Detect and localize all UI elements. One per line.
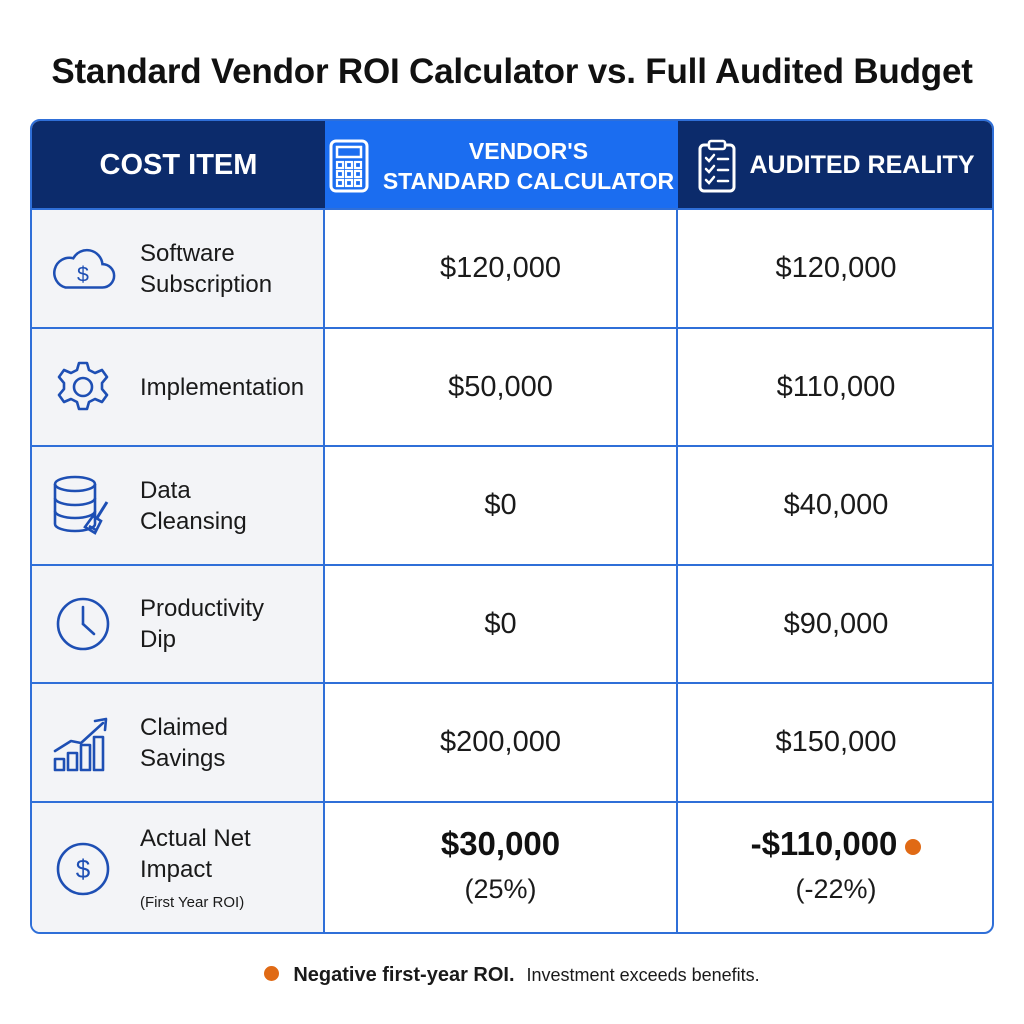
- audited-value: $110,000: [776, 370, 896, 403]
- table-row: Implementation $50,000 $110,000: [32, 327, 992, 445]
- negative-marker-dot: [905, 839, 922, 856]
- vendor-value: $0: [484, 607, 517, 640]
- table-row: $ Software Subscription $120,000 $120,00…: [32, 208, 992, 327]
- label-line1: Data: [140, 476, 191, 504]
- label-line1: Claimed: [140, 713, 229, 741]
- audited-value: $90,000: [783, 607, 889, 640]
- cost-item-cell: Implementation: [32, 329, 325, 445]
- cost-item-label: Implementation: [140, 372, 304, 403]
- comparison-table: COST ITEM VENDOR'S STANDARD CALCULATOR: [30, 119, 994, 934]
- audited-net-impact: -$110,000 (-22%): [751, 825, 922, 913]
- label-line1: Productivity: [140, 595, 265, 622]
- dollar-circle-icon: $: [48, 840, 118, 898]
- cost-item-cell: Productivity Dip: [32, 566, 325, 682]
- label-line2: Impact: [140, 855, 213, 883]
- cloud-dollar-icon: $: [48, 242, 118, 296]
- table-row: Productivity Dip $0 $90,000: [32, 564, 992, 682]
- audited-value-cell: $150,000: [678, 684, 992, 801]
- header-cost-item: COST ITEM: [32, 121, 325, 210]
- clock-icon: [48, 595, 118, 653]
- negative-marker-dot: [264, 966, 280, 982]
- audited-value: $150,000: [775, 726, 897, 758]
- footnote-bold: Negative first-year ROI.: [293, 964, 515, 986]
- vendor-value: $0: [484, 489, 517, 521]
- vendor-value-cell: $0: [325, 566, 678, 682]
- table-row: Data Cleansing $0 $40,000: [32, 445, 992, 564]
- clipboard-checklist-icon: [698, 139, 736, 193]
- svg-text:$: $: [77, 262, 89, 286]
- chart-title: Standard Vendor ROI Calculator vs. Full …: [51, 52, 973, 91]
- vendor-net-impact: $30,000 (25%): [441, 825, 560, 913]
- label-line2: Dip: [140, 626, 177, 653]
- label-line2: Subscription: [140, 270, 273, 298]
- label-line2: Cleansing: [140, 507, 247, 535]
- audited-net-pct: (-22%): [795, 873, 877, 904]
- svg-text:$: $: [76, 854, 91, 884]
- vendor-value-cell: $120,000: [325, 210, 678, 327]
- header-vendor-line2: STANDARD CALCULATOR: [382, 167, 675, 194]
- footnote: Negative first-year ROI. Investment excee…: [0, 964, 1024, 987]
- vendor-value-cell: $30,000 (25%): [325, 803, 678, 932]
- vendor-net-pct: (25%): [464, 873, 537, 904]
- gear-icon: [48, 359, 118, 415]
- cost-item-label: Software Subscription: [140, 238, 272, 300]
- calculator-icon: [329, 139, 369, 193]
- vendor-net-value: $30,000: [440, 824, 561, 862]
- label-line1: Software: [140, 239, 235, 267]
- total-row: $ Actual Net Impact (First Year ROI) $30…: [32, 801, 992, 932]
- cost-item-cell: Claimed Savings: [32, 684, 325, 801]
- header-cost-item-label: COST ITEM: [99, 149, 258, 181]
- vendor-value: $50,000: [448, 370, 553, 403]
- vendor-value: $120,000: [440, 252, 561, 284]
- audited-value-cell: -$110,000 (-22%): [678, 803, 992, 932]
- label-line1: Implementation: [140, 373, 305, 401]
- cost-item-label: Data Cleansing: [140, 475, 247, 537]
- cost-item-cell: Data Cleansing: [32, 447, 325, 564]
- vendor-value: $200,000: [440, 726, 561, 758]
- table-row: Claimed Savings $200,000 $150,000: [32, 682, 992, 801]
- header-vendor-label: VENDOR'S STANDARD CALCULATOR: [383, 136, 674, 196]
- database-broom-icon: [48, 474, 118, 538]
- header-vendor-line1: VENDOR'S: [468, 137, 589, 164]
- cost-item-cell: $ Software Subscription: [32, 210, 325, 327]
- cost-item-cell: $ Actual Net Impact (First Year ROI): [32, 803, 325, 932]
- audited-value-cell: $110,000: [678, 329, 992, 445]
- audited-net-value: -$110,000: [750, 824, 898, 862]
- cost-item-label: Claimed Savings: [140, 712, 228, 774]
- audited-value-cell: $40,000: [678, 447, 992, 564]
- footnote-text: Investment exceeds benefits.: [526, 965, 760, 985]
- header-audited: AUDITED REALITY: [678, 121, 992, 210]
- audited-value-cell: $90,000: [678, 566, 992, 682]
- vendor-value-cell: $200,000: [325, 684, 678, 801]
- audited-value: $40,000: [783, 489, 889, 521]
- vendor-value-cell: $0: [325, 447, 678, 564]
- label-sub: (First Year ROI): [140, 893, 245, 911]
- header-vendor: VENDOR'S STANDARD CALCULATOR: [325, 121, 678, 210]
- label-line1: Actual Net: [140, 824, 251, 852]
- cost-item-label: Productivity Dip: [140, 593, 264, 655]
- growth-bars-icon: [48, 713, 118, 773]
- vendor-value-cell: $50,000: [325, 329, 678, 445]
- label-line2: Savings: [140, 744, 226, 772]
- audited-value: $120,000: [775, 252, 897, 284]
- header-audited-label: AUDITED REALITY: [749, 151, 975, 179]
- audited-value-cell: $120,000: [678, 210, 992, 327]
- cost-item-label: Actual Net Impact (First Year ROI): [140, 823, 251, 915]
